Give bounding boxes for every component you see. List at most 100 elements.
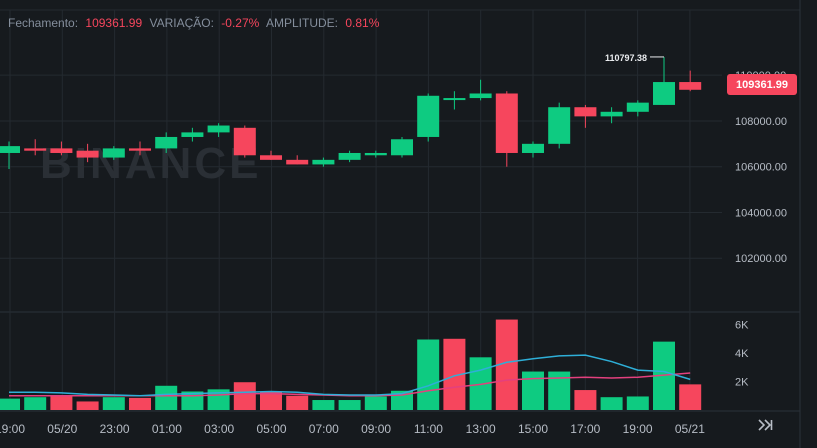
candle — [129, 141, 151, 156]
volume-bar — [155, 385, 178, 410]
volume-bar — [522, 371, 544, 410]
candle — [338, 150, 361, 163]
time-tick-label: 17:00 — [570, 422, 600, 436]
candle-body — [653, 82, 675, 105]
volume-bar — [76, 401, 99, 410]
volume-bar — [260, 391, 282, 410]
time-tick-label: 19:00 — [0, 422, 25, 436]
time-tick-label: 23:00 — [100, 422, 130, 436]
volume-bar — [338, 400, 361, 410]
candle-body — [469, 93, 492, 99]
change-label: VARIAÇÃO: — [149, 16, 214, 30]
time-tick-label: 11:00 — [414, 422, 443, 436]
candle-body — [129, 148, 151, 151]
volume-series — [0, 319, 702, 410]
candlestick-series — [0, 56, 702, 169]
candle — [312, 157, 335, 167]
volume-bar — [24, 397, 47, 410]
candle — [102, 146, 125, 160]
candle — [495, 91, 518, 167]
high-annotation: 110797.38 — [605, 53, 664, 63]
volume-bar — [129, 397, 151, 410]
volume-bar — [364, 396, 387, 410]
price-axis[interactable]: 110000.00108000.00106000.00104000.001020… — [735, 70, 787, 265]
volume-bar — [312, 400, 335, 410]
volume-bar — [600, 397, 623, 410]
volume-bar — [548, 371, 571, 410]
candle — [417, 93, 440, 142]
volume-bar — [626, 396, 649, 410]
time-tick-label: 05/21 — [675, 422, 705, 436]
candle — [391, 136, 413, 158]
volume-axis: 6K 4K 2K — [735, 320, 749, 389]
candle-body — [312, 159, 335, 165]
candle-body — [181, 132, 204, 137]
candle-body — [76, 150, 99, 158]
candle — [260, 150, 282, 160]
candle — [679, 70, 702, 92]
candle — [0, 141, 20, 169]
candle — [233, 125, 256, 158]
volume-bar — [443, 338, 466, 410]
price-tick-label: 104000.00 — [735, 207, 787, 219]
candle — [522, 141, 544, 158]
candle-body — [155, 136, 178, 149]
candle-body — [50, 148, 73, 153]
price-tick-label: 108000.00 — [735, 116, 787, 128]
candle — [50, 141, 73, 156]
candle — [207, 123, 230, 137]
candle — [286, 155, 309, 165]
candle-body — [443, 98, 466, 101]
candle — [653, 56, 675, 105]
high-annotation-label: 110797.38 — [605, 53, 647, 63]
candle-body — [600, 111, 623, 117]
amplitude-value: 0.81% — [345, 16, 380, 30]
candle-body — [522, 143, 544, 153]
candle — [24, 139, 47, 156]
volume-tick-label: 2K — [735, 377, 749, 389]
time-axis[interactable]: 19:00 05/20 23:00 01:00 03:00 05:00 07:00 09:00… — [0, 422, 705, 436]
time-tick-label: 09:00 — [361, 422, 391, 436]
time-tick-label: 07:00 — [309, 422, 339, 436]
price-tick-label: 106000.00 — [735, 162, 787, 174]
close-label: Fechamento: — [8, 16, 79, 30]
candle-body — [260, 155, 282, 160]
candle — [76, 143, 99, 163]
volume-bar — [50, 395, 73, 410]
candle — [600, 107, 623, 124]
double-chevron-right-icon[interactable] — [757, 418, 773, 435]
candle — [469, 79, 492, 101]
candle-body — [626, 102, 649, 112]
volume-bar — [679, 384, 702, 410]
volume-tick-label: 4K — [735, 348, 749, 360]
candle-body — [286, 159, 309, 165]
last-price-tag: 109361.99 — [727, 74, 797, 95]
price-tick-label: 102000.00 — [735, 253, 787, 265]
candle-body — [24, 148, 47, 151]
candle-body — [495, 93, 518, 153]
candle-body — [102, 148, 125, 158]
volume-bar — [0, 398, 20, 410]
volume-bar — [417, 339, 440, 410]
candle-body — [417, 95, 440, 137]
volume-bar — [574, 390, 597, 410]
volume-ma-blue-line — [9, 354, 691, 397]
volume-moving-averages — [9, 354, 691, 397]
volume-bar — [233, 382, 256, 410]
candle-body — [364, 152, 387, 156]
time-tick-label: 15:00 — [518, 422, 548, 436]
volume-bar — [495, 319, 518, 410]
binance-watermark: BINANCE — [40, 139, 261, 188]
close-value: 109361.99 — [85, 16, 143, 30]
volume-tick-label: 6K — [735, 320, 749, 332]
candle — [548, 102, 571, 149]
candle — [443, 91, 466, 110]
time-tick-label: 19:00 — [623, 422, 653, 436]
candle — [574, 104, 597, 128]
candle-body — [574, 107, 597, 117]
time-tick-label: 05:00 — [256, 422, 286, 436]
time-tick-label: 13:00 — [466, 422, 496, 436]
candle-body — [233, 127, 256, 156]
